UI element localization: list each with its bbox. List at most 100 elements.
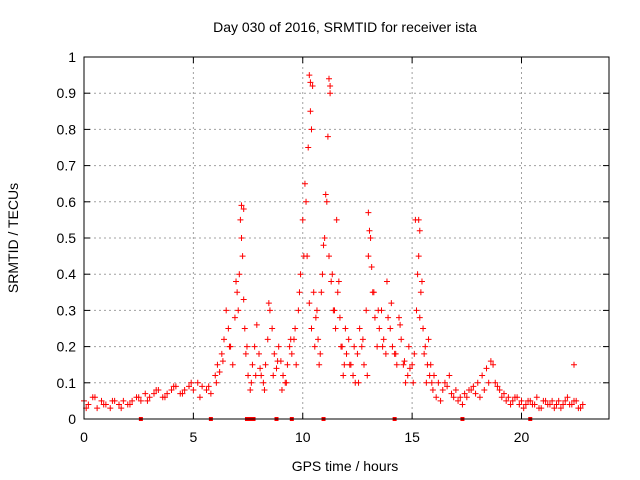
data-point <box>239 253 246 260</box>
data-point <box>341 361 348 368</box>
data-point <box>368 263 375 270</box>
data-point <box>492 379 499 386</box>
data-point <box>248 379 255 386</box>
points-layer <box>81 72 586 412</box>
data-point <box>573 397 580 404</box>
data-point <box>425 336 432 343</box>
data-point <box>479 372 486 379</box>
data-point <box>375 307 382 314</box>
data-point <box>312 314 319 321</box>
data-point <box>522 401 529 408</box>
data-point <box>306 72 313 79</box>
data-point <box>420 325 427 332</box>
data-point <box>422 343 429 350</box>
data-point <box>333 216 340 223</box>
y-tick-label: 0.7 <box>57 158 77 174</box>
data-point <box>444 383 451 390</box>
data-point <box>241 325 248 332</box>
data-point <box>235 307 242 314</box>
x-tick-label: 0 <box>80 429 88 445</box>
y-tick-label: 0.9 <box>57 85 77 101</box>
data-point <box>216 368 223 375</box>
data-point <box>326 75 332 82</box>
data-point <box>487 358 494 365</box>
data-point <box>269 325 276 332</box>
data-point <box>470 383 477 390</box>
data-point <box>448 390 455 397</box>
data-point <box>520 405 527 412</box>
data-point <box>457 394 464 401</box>
data-point <box>236 271 243 278</box>
data-point <box>397 321 404 328</box>
data-point <box>511 394 518 401</box>
data-point <box>472 390 479 397</box>
data-point <box>355 379 362 386</box>
data-point <box>327 90 334 97</box>
data-point <box>568 401 575 408</box>
data-point <box>364 372 371 379</box>
data-point <box>94 405 101 412</box>
y-tick-label: 0.1 <box>57 375 77 391</box>
data-point <box>564 394 571 401</box>
data-point <box>338 343 345 350</box>
data-point <box>463 394 470 401</box>
data-point <box>379 343 386 350</box>
data-point <box>288 350 295 357</box>
data-point <box>305 144 312 151</box>
y-tick-label: 0.5 <box>57 230 77 246</box>
data-point <box>188 379 195 386</box>
data-point <box>144 397 151 404</box>
data-point <box>361 361 367 368</box>
data-point <box>318 289 325 296</box>
data-point <box>415 253 422 260</box>
data-point <box>225 325 232 332</box>
data-point <box>309 82 316 89</box>
data-point <box>262 361 269 368</box>
data-point <box>476 394 483 401</box>
data-point <box>229 361 236 368</box>
data-point <box>393 361 400 368</box>
data-point <box>324 133 331 140</box>
data-point <box>429 387 436 394</box>
data-point <box>538 405 545 412</box>
data-point <box>161 394 168 401</box>
data-point <box>322 191 329 198</box>
data-point <box>146 394 153 401</box>
data-point <box>450 394 457 401</box>
data-point <box>153 387 160 394</box>
data-point <box>271 350 278 357</box>
data-point <box>287 336 294 343</box>
y-axis-label: SRMTID / TECUs <box>5 183 21 293</box>
data-point <box>273 365 280 372</box>
data-point <box>382 350 389 357</box>
data-point <box>190 387 197 394</box>
data-point <box>437 397 444 404</box>
data-point <box>315 336 322 343</box>
data-point <box>303 198 310 205</box>
data-point <box>240 296 247 303</box>
data-point <box>207 390 214 397</box>
data-point <box>459 401 466 408</box>
x-tick-label: 20 <box>514 429 530 445</box>
data-point <box>292 325 299 332</box>
data-point <box>385 314 392 321</box>
data-point <box>257 365 264 372</box>
y-tick-label: 0.6 <box>57 194 77 210</box>
data-point <box>468 387 475 394</box>
data-point <box>196 394 203 401</box>
data-point <box>359 336 366 343</box>
data-point <box>170 383 177 390</box>
data-point <box>416 314 423 321</box>
data-point <box>433 394 440 401</box>
data-point <box>118 405 125 412</box>
data-point <box>258 372 265 379</box>
data-point <box>221 336 227 343</box>
data-point <box>116 401 122 408</box>
data-point <box>85 401 92 408</box>
data-point <box>400 361 407 368</box>
data-point <box>474 379 481 386</box>
data-point <box>219 358 226 365</box>
data-point <box>275 343 282 350</box>
data-point <box>335 278 342 285</box>
data-point <box>571 361 577 368</box>
